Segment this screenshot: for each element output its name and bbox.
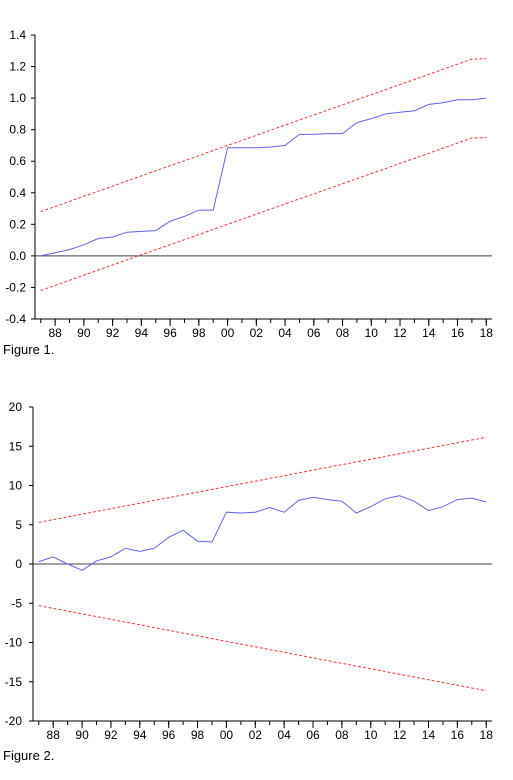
fig1-x-tick-label: 90 — [77, 326, 91, 340]
fig1-x-tick-label: 18 — [480, 326, 494, 340]
fig1-x-tick-label: 04 — [278, 326, 292, 340]
fig2-y-tick-label: -20 — [5, 714, 23, 728]
fig2-y-tick-label: 15 — [9, 439, 23, 453]
fig1-x-tick-label: 92 — [106, 326, 120, 340]
fig2-y-tick-label: 10 — [9, 479, 23, 493]
fig1-x-tick-label: 10 — [365, 326, 379, 340]
fig1-x-tick-label: 08 — [336, 326, 350, 340]
fig2-x-tick-label: 18 — [480, 728, 494, 742]
fig2-y-tick-label: 5 — [15, 518, 22, 532]
fig2-x-tick-label: 04 — [277, 728, 291, 742]
fig2-x-tick-label: 10 — [364, 728, 378, 742]
fig1-x-tick-label: 06 — [307, 326, 321, 340]
fig1-y-tick-label: 0.4 — [9, 186, 26, 200]
fig1-y-tick-label: 0.2 — [9, 217, 26, 231]
fig2-y-tick-label: 20 — [9, 400, 23, 414]
fig2-x-tick-label: 00 — [220, 728, 234, 742]
fig2-x-tick-label: 92 — [104, 728, 118, 742]
fig1-y-tick-label: 1.4 — [9, 28, 26, 42]
fig1-y-tick-label: 0.0 — [9, 249, 26, 263]
fig1-x-tick-label: 88 — [48, 326, 62, 340]
fig1-lower-bound-line — [40, 137, 487, 292]
fig2-upper-bound-line — [38, 436, 487, 523]
fig1-y-tick-label: 1.0 — [9, 91, 26, 105]
fig2-x-tick-label: 12 — [393, 728, 407, 742]
fig1-x-tick-label: 98 — [192, 326, 206, 340]
figure-1-caption: Figure 1. — [3, 342, 55, 357]
fig1-upper-bound-line — [40, 58, 487, 213]
fig1-main-series-line — [40, 97, 487, 257]
figure-2-caption: Figure 2. — [3, 748, 55, 763]
fig2-x-tick-label: 08 — [335, 728, 349, 742]
fig2-lower-bound-line — [38, 605, 487, 692]
fig2-x-tick-label: 16 — [451, 728, 465, 742]
fig2-y-tick-label: -15 — [5, 675, 23, 689]
fig2-x-tick-label: 96 — [162, 728, 176, 742]
fig1-x-tick-label: 14 — [422, 326, 436, 340]
fig2-x-tick-label: 94 — [133, 728, 147, 742]
fig2-y-tick-label: -5 — [11, 596, 22, 610]
figure-2-chart: -20 -15 -10 -5 0 5 10 15 20 88 90 92 94 96 98 00 02 04 06 0… — [5, 400, 494, 742]
fig1-x-tick-label: 96 — [163, 326, 177, 340]
fig1-x-tick-label: 02 — [250, 326, 264, 340]
fig2-x-tick-label: 06 — [306, 728, 320, 742]
fig1-y-tick-label: 0.6 — [9, 154, 26, 168]
fig1-y-tick-label: 0.8 — [9, 123, 26, 137]
fig2-x-tick-label: 98 — [191, 728, 205, 742]
fig1-x-tick-label: 16 — [451, 326, 465, 340]
fig1-y-tick-label: -0.2 — [5, 280, 26, 294]
figure-1-chart: -0.4 -0.2 0.0 0.2 0.4 0.6 0.8 1.0 1.2 1.4 88 90 92 94… — [5, 28, 494, 340]
fig2-main-series-line — [38, 495, 487, 571]
fig2-y-tick-label: -10 — [5, 636, 23, 650]
fig2-x-tick-label: 88 — [47, 728, 61, 742]
fig1-x-tick-label: 12 — [393, 326, 407, 340]
fig1-x-tick-label: 94 — [135, 326, 149, 340]
fig1-y-tick-label: -0.4 — [5, 312, 26, 326]
fig2-x-tick-label: 14 — [422, 728, 436, 742]
fig2-x-tick-label: 90 — [75, 728, 89, 742]
fig1-y-tick-label: 1.2 — [9, 60, 26, 74]
fig1-x-tick-label: 00 — [221, 326, 235, 340]
fig2-y-tick-label: 0 — [15, 557, 22, 571]
fig2-x-tick-label: 02 — [249, 728, 263, 742]
